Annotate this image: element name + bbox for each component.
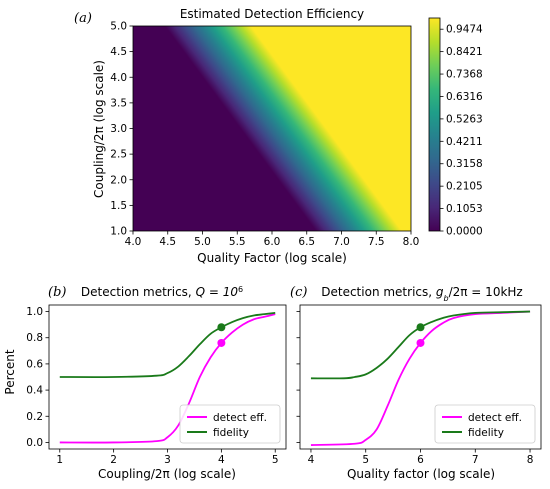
colorbar-bar bbox=[428, 17, 441, 232]
panel-letter-c: (c) bbox=[290, 285, 307, 300]
series-line-detecteff bbox=[59, 313, 276, 444]
colorbar-tick-label: 0.1053 bbox=[446, 203, 483, 215]
heatmap-plot-area bbox=[132, 25, 412, 232]
y-tick-label: 0.6 bbox=[26, 358, 43, 370]
legend-label: detect eff. bbox=[468, 412, 522, 424]
x-tick-label: 6 bbox=[417, 454, 424, 466]
panel-c-title: Detection metrics, gb/2π = 10kHz bbox=[321, 285, 522, 303]
y-tick-label: 1.0 bbox=[110, 226, 127, 238]
panel-letter-b: (b) bbox=[48, 285, 66, 300]
y-tick-label: 3.5 bbox=[110, 97, 127, 109]
colorbar: 0.0000 0.1053 0.2105 0.3158 0.4211 0.5263 0.63… bbox=[428, 17, 483, 238]
heatmap-surface bbox=[133, 26, 411, 231]
x-tick-label: 6.0 bbox=[264, 236, 281, 248]
x-tick-label: 1 bbox=[56, 454, 63, 466]
y-tick-label: 1.0 bbox=[26, 306, 43, 318]
colorbar-tick-label: 0.7368 bbox=[446, 69, 483, 81]
x-tick-label: 7.0 bbox=[333, 236, 350, 248]
legend-label: fidelity bbox=[213, 427, 249, 439]
panel-c-plot-area: 4 5 6 7 8 detect eff. fidelity bbox=[296, 304, 542, 466]
x-tick-label: 6.5 bbox=[298, 236, 315, 248]
heatmap-y-ticks: 1.0 1.5 2.0 2.5 3.0 3.5 4.0 4.5 5.0 bbox=[110, 21, 133, 238]
series-line-fidelity bbox=[59, 311, 276, 378]
panel-b-plot-area: 1 2 3 4 5 0.0 0.2 0.4 0.6 0.8 1.0 detect eff. fideli… bbox=[26, 304, 287, 466]
x-tick-label: 4.5 bbox=[159, 236, 176, 248]
series-line-fidelity bbox=[310, 310, 531, 380]
legend-label: detect eff. bbox=[213, 412, 267, 424]
colorbar-tick-label: 0.0000 bbox=[446, 226, 483, 238]
colorbar-tick-label: 0.5263 bbox=[446, 113, 483, 125]
y-tick-label: 0.4 bbox=[26, 385, 43, 397]
panel-b-title: Detection metrics, Q = 106 bbox=[81, 285, 243, 300]
panel-b-y-label: Percent bbox=[3, 349, 17, 394]
colorbar-tick-label: 0.6316 bbox=[446, 91, 483, 103]
data-point-marker bbox=[416, 323, 425, 332]
y-tick-label: 3.0 bbox=[110, 123, 127, 135]
x-tick-label: 4 bbox=[218, 454, 225, 466]
x-tick-label: 3 bbox=[164, 454, 171, 466]
panel-letter-a: (a) bbox=[74, 11, 92, 26]
x-tick-label: 7 bbox=[472, 454, 479, 466]
colorbar-tick-label: 0.2105 bbox=[446, 181, 483, 193]
heatmap-title: Estimated Detection Efficiency bbox=[180, 7, 364, 21]
y-tick-label: 4.5 bbox=[110, 46, 127, 58]
legend-label: fidelity bbox=[468, 427, 504, 439]
x-tick-label: 5.0 bbox=[194, 236, 211, 248]
x-tick-label: 2 bbox=[110, 454, 117, 466]
colorbar-tick-label: 0.8421 bbox=[446, 46, 483, 58]
x-tick-label: 7.5 bbox=[368, 236, 385, 248]
data-point-marker bbox=[217, 338, 226, 347]
y-tick-label: 4.0 bbox=[110, 72, 127, 84]
heatmap-x-ticks: 4.0 4.5 5.0 5.5 6.0 6.5 7.0 7.5 8.0 bbox=[125, 231, 420, 248]
x-tick-label: 5.5 bbox=[229, 236, 246, 248]
heatmap-x-label: Quality Factor (log scale) bbox=[197, 251, 347, 265]
x-tick-label: 4 bbox=[308, 454, 315, 466]
legend-box bbox=[179, 404, 281, 444]
colorbar-tick-label: 0.3158 bbox=[446, 158, 483, 170]
y-tick-label: 0.2 bbox=[26, 411, 43, 423]
y-tick-label: 1.5 bbox=[110, 200, 127, 212]
y-tick-label: 2.0 bbox=[110, 174, 127, 186]
panel-c: Detection metrics, gb/2π = 10kHz 4 5 6 7 8 de… bbox=[296, 285, 542, 481]
x-tick-label: 5 bbox=[362, 454, 369, 466]
plot-frame bbox=[299, 304, 542, 450]
data-point-marker bbox=[416, 338, 425, 347]
panel-b: Detection metrics, Q = 106 1 2 3 4 5 0.0 0.2 0.… bbox=[3, 285, 287, 481]
x-tick-label: 8 bbox=[527, 454, 534, 466]
heatmap-y-label: Coupling/2π (log scale) bbox=[92, 60, 106, 198]
x-tick-label: 4.0 bbox=[125, 236, 142, 248]
panel-b-x-label: Coupling/2π (log scale) bbox=[98, 467, 236, 481]
legend-box bbox=[434, 404, 536, 444]
y-tick-label: 5.0 bbox=[110, 21, 127, 33]
x-tick-label: 8.0 bbox=[403, 236, 420, 248]
x-tick-label: 5 bbox=[272, 454, 279, 466]
y-tick-label: 0.8 bbox=[26, 332, 43, 344]
panel-c-x-label: Quality factor (log scale) bbox=[347, 467, 495, 481]
data-point-marker bbox=[217, 323, 226, 332]
heatmap-panel: Estimated Detection Efficiency 4.0 4.5 5.0… bbox=[92, 7, 483, 265]
series-line-detecteff bbox=[310, 310, 531, 446]
colorbar-tick-label: 0.4211 bbox=[446, 136, 483, 148]
colorbar-tick-label: 0.9474 bbox=[446, 24, 483, 36]
y-tick-label: 2.5 bbox=[110, 149, 127, 161]
y-tick-label: 0.0 bbox=[26, 437, 43, 449]
plot-frame bbox=[48, 304, 287, 450]
